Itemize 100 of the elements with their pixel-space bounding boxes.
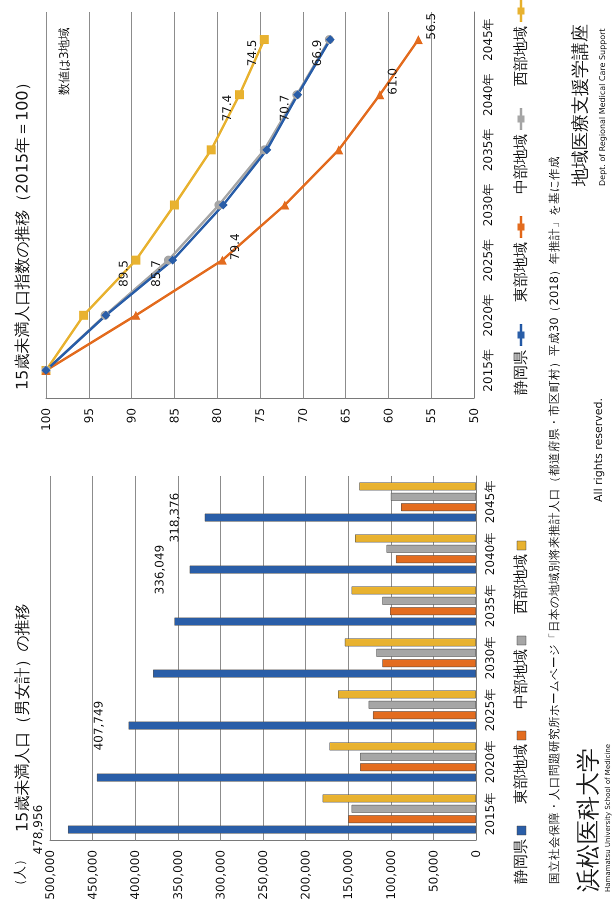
- point: [218, 256, 227, 265]
- y-tick-label: 2045年: [483, 480, 497, 524]
- x-tick-label: 450,000: [86, 850, 100, 900]
- bar: [386, 544, 476, 553]
- text: 国立社会保障・人口問題研究所ホームページ「日本の地域別将来推計人口（都道府県・市区町村）平成30（2018）年推計」を基に作成: [547, 156, 562, 884]
- text: 浜松医科大学: [574, 748, 603, 892]
- legend-label: 西部地域: [512, 26, 530, 86]
- bar: [382, 596, 476, 605]
- point: [260, 35, 269, 44]
- y-tick-label: 2030年: [481, 184, 495, 226]
- data-label: 336,049: [152, 544, 167, 594]
- point: [131, 310, 140, 320]
- x-tick-label: 65: [338, 408, 353, 424]
- y-tick-label: 2045年: [481, 18, 495, 61]
- x-tick-label: 0: [469, 850, 483, 858]
- bar: [322, 794, 476, 802]
- y-tick-label: 2040年: [481, 73, 495, 116]
- bar: [153, 670, 476, 678]
- bar: [329, 742, 476, 750]
- data-label: 478,956: [30, 804, 45, 854]
- legend-label: 中部地域: [512, 649, 530, 709]
- data-label: 74.5: [244, 40, 259, 66]
- data-label: 79.4: [228, 233, 242, 260]
- bar: [338, 690, 476, 698]
- legend-label: 静岡県: [512, 839, 530, 884]
- point: [170, 200, 179, 210]
- y-tick-label: 2035年: [483, 584, 497, 628]
- bar: [359, 482, 476, 490]
- data-label: 85.7: [148, 260, 163, 287]
- point: [168, 256, 178, 265]
- x-tick-label: 400,000: [128, 850, 142, 900]
- data-label: 66.9: [310, 40, 324, 66]
- x-tick-label: 250,000: [256, 850, 270, 900]
- y-tick-label: 2020年: [483, 740, 497, 784]
- y-axis-title: （人）: [13, 853, 28, 892]
- x-tick-label: 300,000: [213, 850, 228, 900]
- text: 地域医療支援学講座: [570, 24, 592, 186]
- data-label: 77.4: [220, 94, 234, 122]
- x-tick-label: 350,000: [170, 850, 185, 900]
- point: [234, 90, 244, 100]
- bar: [352, 586, 476, 594]
- y-tick-label: 2015年: [483, 792, 497, 836]
- data-label: 70.7: [277, 94, 292, 122]
- bar: [401, 503, 476, 512]
- point: [218, 200, 228, 210]
- bar: [352, 804, 476, 813]
- text: 15歳未満人口指数の推移（2015年＝100）: [12, 74, 32, 390]
- y-tick-label: 2030年: [483, 636, 497, 680]
- data-label: 56.5: [424, 12, 438, 40]
- text: Dept. of Regional Medical Care Support: [598, 28, 608, 186]
- bar: [344, 638, 476, 646]
- annotation: 数値は3地域: [57, 27, 71, 95]
- legend-label: 静岡県: [512, 350, 530, 395]
- point: [262, 145, 272, 154]
- data-label: 318,376: [168, 492, 182, 542]
- x-tick-label: 60: [381, 408, 396, 424]
- x-tick-label: 85: [167, 408, 182, 424]
- x-tick-label: 100,000: [384, 850, 398, 900]
- bar: [376, 648, 476, 657]
- x-tick-label: 70: [296, 408, 310, 424]
- data-label: 61.0: [385, 68, 400, 95]
- point: [206, 145, 216, 154]
- legend-label: 東部地域: [512, 242, 530, 302]
- legend-label: 西部地域: [512, 554, 530, 614]
- x-tick-label: 80: [210, 408, 224, 424]
- bar: [390, 607, 476, 616]
- y-tick-label: 2035年: [481, 128, 495, 172]
- y-tick-label: 2020年: [481, 294, 495, 337]
- y-tick-label: 2025年: [483, 688, 497, 732]
- data-label: 89.5: [116, 260, 130, 287]
- bar: [396, 555, 476, 564]
- point: [414, 35, 423, 44]
- bar: [390, 492, 476, 501]
- x-tick-label: 100: [39, 408, 53, 431]
- point: [375, 90, 384, 100]
- bar: [348, 815, 476, 824]
- x-tick-label: 200,000: [298, 850, 313, 900]
- bar: [368, 700, 476, 709]
- bar: [360, 752, 476, 761]
- x-tick-label: 150,000: [341, 850, 356, 900]
- data-label: 407,749: [92, 700, 106, 750]
- x-tick-label: 500,000: [43, 850, 57, 900]
- x-tick-label: 75: [253, 408, 267, 424]
- y-tick-label: 2040年: [483, 532, 497, 576]
- bar: [190, 566, 476, 574]
- bar: [204, 514, 476, 522]
- y-tick-label: 2015年: [481, 349, 495, 392]
- x-tick-label: 90: [124, 408, 139, 424]
- bar: [174, 618, 476, 626]
- bar: [355, 534, 476, 542]
- bar: [382, 659, 476, 668]
- bar: [96, 774, 476, 782]
- legend-label: 中部地域: [512, 134, 530, 194]
- x-tick-label: 50,000: [426, 850, 440, 892]
- point: [79, 310, 88, 320]
- point: [131, 256, 140, 265]
- bar: [128, 722, 476, 730]
- text: 15歳未満人口（男女計）の推移: [12, 604, 32, 832]
- bar: [360, 763, 476, 772]
- x-tick-label: 95: [82, 408, 96, 424]
